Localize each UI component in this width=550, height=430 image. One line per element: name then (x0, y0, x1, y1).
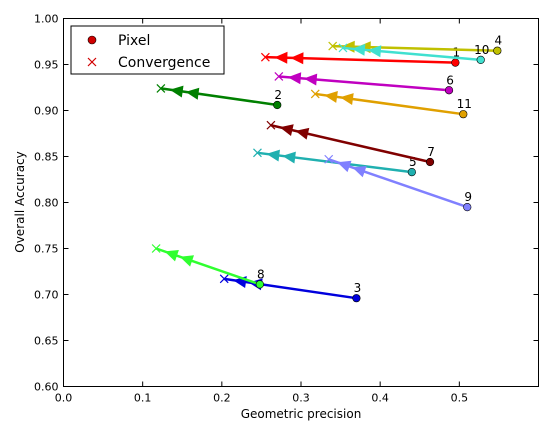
pixel-point (493, 46, 502, 55)
y-tick-label: 1.00 (34, 13, 59, 26)
convergence-point (274, 72, 284, 81)
series-7: 7 (266, 120, 435, 167)
y-axis-title: Overall Accuracy (13, 151, 27, 252)
point-label: 6 (446, 73, 454, 87)
series-arrowhead (351, 43, 366, 56)
pixel-point (352, 294, 361, 303)
legend-pixel-label: Pixel (118, 33, 150, 49)
y-tick-label: 0.70 (34, 289, 59, 302)
convergence-point (338, 43, 348, 53)
series-arrowhead (179, 255, 194, 267)
series-arrowhead (367, 45, 382, 58)
series-arrow-line (224, 277, 357, 300)
pixel-point (444, 86, 454, 95)
series-arrowhead (287, 72, 302, 85)
point-label: 9 (464, 190, 472, 204)
series-arrowhead (169, 85, 184, 98)
series-arrowhead (303, 73, 318, 86)
series-arrowhead (266, 149, 280, 162)
pixel-point (459, 110, 468, 119)
series-arrow-line (342, 46, 481, 62)
legend-convergence-label: Convergence (118, 55, 210, 71)
y-tick-label: 0.80 (34, 197, 59, 210)
convergence-point (156, 83, 166, 93)
pixel-point (255, 280, 264, 289)
convergence-point (266, 120, 276, 130)
point-label: 4 (495, 34, 503, 48)
legend-pixel-marker (87, 35, 97, 45)
series-9: 9 (324, 154, 472, 212)
point-label: 8 (257, 267, 265, 281)
x-tick-label: 0.4 (371, 392, 389, 405)
series-arrowhead (164, 250, 179, 262)
x-tick-label: 0.1 (134, 392, 152, 405)
y-tick-label: 0.75 (34, 243, 59, 256)
series-arrowhead (282, 151, 296, 164)
y-tick-label: 0.60 (34, 381, 59, 394)
point-label: 7 (427, 145, 435, 159)
series-arrowhead (279, 124, 294, 136)
convergence-point (260, 52, 270, 62)
point-label: 11 (457, 97, 472, 111)
series-arrowhead (340, 93, 354, 105)
series-1: 1 (260, 46, 461, 67)
x-tick-label: 0.5 (451, 392, 469, 405)
x-tick-label: 0.2 (213, 392, 231, 405)
point-label: 3 (354, 281, 362, 295)
series-10: 10 (338, 43, 489, 65)
convergence-point (310, 89, 320, 99)
pixel-point (425, 157, 435, 167)
y-tick-label: 0.95 (34, 59, 59, 72)
series-2: 2 (156, 83, 282, 110)
series-arrowhead (352, 166, 367, 178)
pixel-point (407, 168, 416, 177)
axis-ticks: 0.0 0.1 0.2 0.3 0.4 0.5 0.60 0.65 0.70 0.75 0.80 0.… (34, 13, 539, 405)
series-6: 6 (274, 72, 454, 95)
convergence-point (324, 154, 334, 164)
pixel-point (273, 100, 282, 110)
series-11: 11 (310, 89, 472, 119)
chart-marks: 1 2 3 4 5 6 7 8 9 10 11 (151, 34, 503, 303)
series-arrowhead (274, 51, 288, 64)
y-tick-label: 0.85 (34, 151, 59, 164)
series-arrowhead (295, 127, 310, 140)
legend-convergence-marker (87, 57, 97, 67)
x-tick-label: 0.3 (292, 392, 310, 405)
y-tick-label: 0.90 (34, 105, 59, 118)
point-label: 5 (409, 155, 417, 169)
convergence-point (219, 274, 229, 284)
series-arrow-line (315, 92, 464, 116)
pixel-point (476, 55, 485, 65)
x-tick-label: 0.0 (55, 392, 73, 405)
point-label: 10 (474, 43, 489, 57)
series-arrow-line (328, 158, 468, 209)
point-label: 1 (453, 46, 461, 60)
pixel-point (451, 58, 460, 67)
pixel-point (463, 203, 472, 212)
legend: Pixel Convergence (70, 25, 225, 75)
convergence-point (253, 148, 262, 158)
series-8: 8 (151, 244, 265, 289)
y-tick-label: 0.65 (34, 335, 59, 348)
legend-box (70, 25, 225, 75)
series-arrowhead (185, 87, 200, 100)
series-arrowhead (324, 91, 338, 103)
series-arrowhead (337, 160, 352, 173)
x-axis-title: Geometric precision (241, 407, 362, 421)
point-label: 2 (274, 88, 282, 102)
convergence-point (151, 244, 161, 253)
series-arrowhead (290, 52, 304, 65)
convergence-point (328, 41, 338, 51)
